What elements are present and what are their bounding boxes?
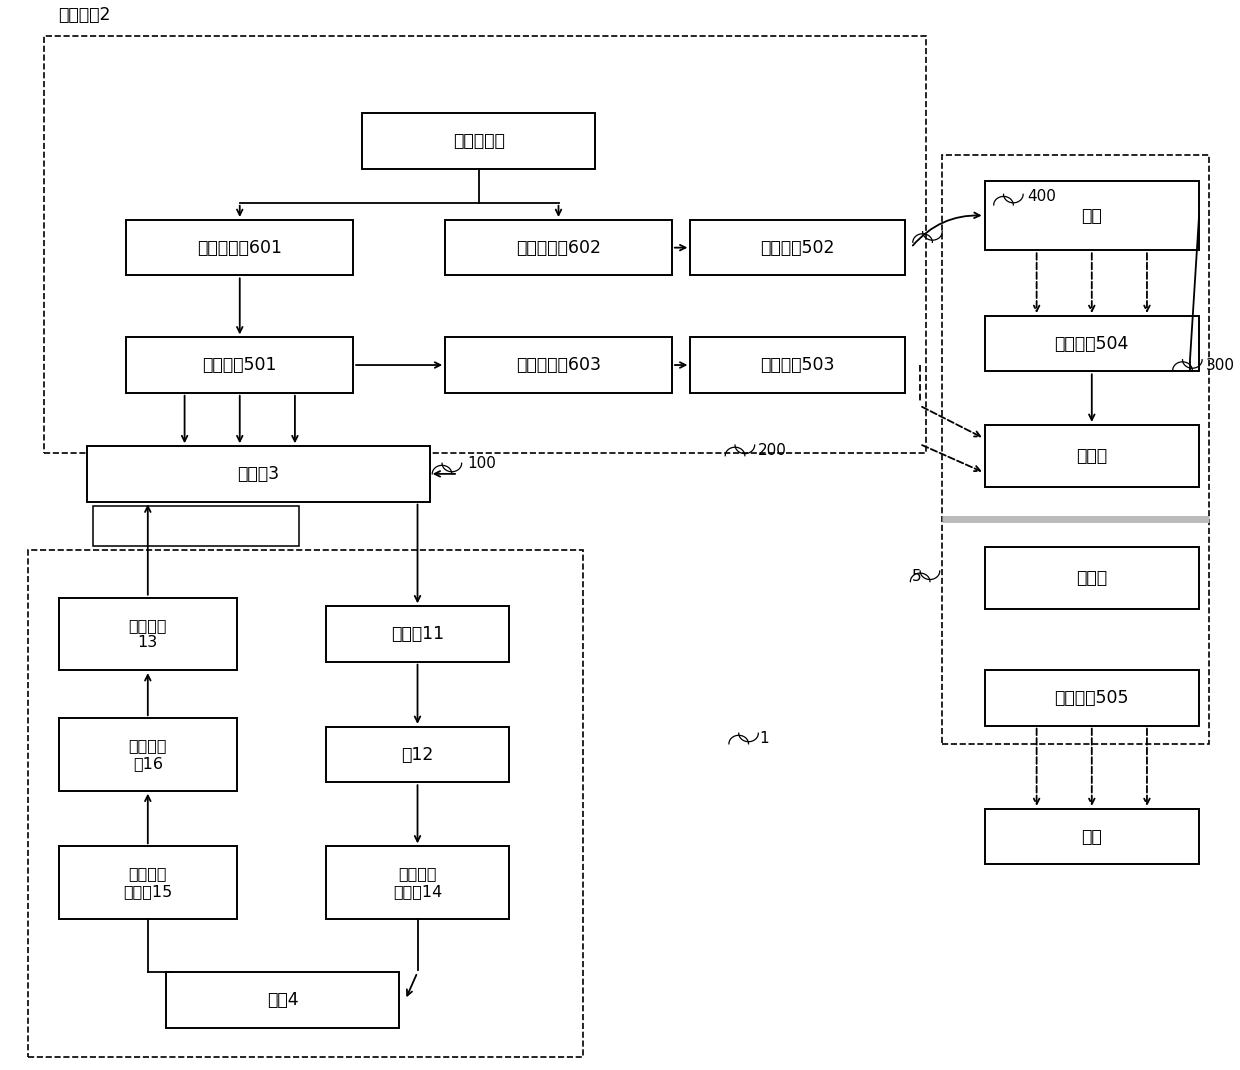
Bar [691, 220, 905, 275]
Text: 第四风机504: 第四风机504 [1054, 335, 1128, 353]
Text: 车外: 车外 [1081, 828, 1102, 845]
Bar [445, 220, 672, 275]
Bar [27, 550, 583, 1056]
Bar [166, 973, 399, 1027]
Bar [43, 36, 926, 453]
Text: 流速传感
器16: 流速传感 器16 [129, 738, 167, 770]
Text: 200: 200 [759, 443, 787, 458]
Text: 加热端: 加热端 [1076, 569, 1107, 587]
Text: 换热器3: 换热器3 [237, 464, 279, 483]
Bar [985, 316, 1199, 371]
Bar [60, 718, 237, 791]
Text: 第一风机501: 第一风机501 [202, 356, 277, 374]
Text: 电池4: 电池4 [267, 991, 299, 1009]
Text: 第二风机502: 第二风机502 [760, 239, 835, 257]
Text: 第三风机503: 第三风机503 [760, 356, 835, 374]
Bar [985, 809, 1199, 865]
Text: 介质容器
13: 介质容器 13 [129, 617, 167, 651]
Bar [60, 846, 237, 919]
Text: 第一调节阀601: 第一调节阀601 [197, 239, 283, 257]
Text: 300: 300 [1205, 357, 1235, 372]
Text: 第二调节阀602: 第二调节阀602 [516, 239, 601, 257]
Text: 泵12: 泵12 [402, 746, 434, 764]
Bar [985, 548, 1199, 610]
Text: 第二温度
传感器15: 第二温度 传感器15 [123, 867, 172, 899]
Text: 400: 400 [1027, 189, 1055, 204]
Bar [985, 425, 1199, 487]
Text: 第五风机505: 第五风机505 [1054, 689, 1130, 707]
Text: 100: 100 [467, 456, 497, 471]
Text: 5: 5 [911, 569, 921, 584]
Bar [326, 846, 510, 919]
Text: 1: 1 [760, 731, 769, 746]
Bar [326, 607, 510, 661]
Text: 加热器11: 加热器11 [391, 625, 444, 643]
Text: 车载空调2: 车载空调2 [58, 5, 110, 24]
Text: 车厢: 车厢 [1081, 207, 1102, 225]
Bar [60, 598, 237, 670]
Bar [985, 670, 1199, 725]
Bar [326, 727, 510, 782]
Bar [362, 113, 595, 169]
Bar [126, 220, 353, 275]
Text: 第一温度
传感器14: 第一温度 传感器14 [393, 867, 443, 899]
Text: 第三调节阀603: 第三调节阀603 [516, 356, 601, 374]
Bar [942, 155, 1209, 744]
Bar [93, 506, 299, 547]
Bar [985, 181, 1199, 250]
Bar [445, 337, 672, 393]
Text: 空调出风口: 空调出风口 [453, 132, 505, 150]
Bar [126, 337, 353, 393]
Text: 冷却端: 冷却端 [1076, 447, 1107, 464]
Bar [691, 337, 905, 393]
Bar [87, 446, 430, 502]
